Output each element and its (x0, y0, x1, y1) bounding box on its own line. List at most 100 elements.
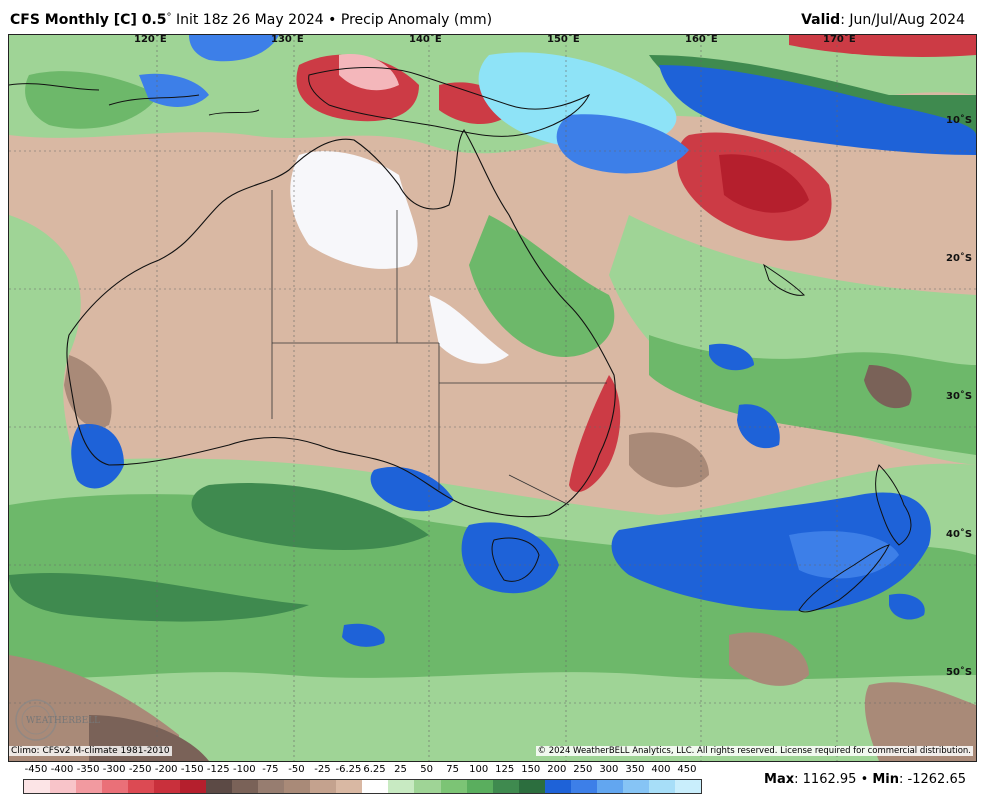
colorbar-swatch (362, 780, 389, 793)
colorbar-swatch (206, 780, 233, 793)
green-field-west (9, 215, 81, 505)
colorbar-swatch (50, 780, 77, 793)
colorbar-swatch (128, 780, 155, 793)
graticule (9, 35, 976, 761)
colorbar-tick-labels: -450 -400 -350 -300 -250 -200 -150 -125 -100 -75-… (23, 764, 700, 778)
state-borders (271, 190, 607, 506)
white-zone-qld (429, 295, 509, 364)
new-guinea-coastline (308, 67, 591, 137)
brown-patch-e (729, 632, 809, 686)
colorbar-swatch (180, 780, 207, 793)
latitude-label-20s: 20˚S (946, 253, 973, 264)
max-min-stats: Max: 1162.95 • Min: -1262.65 (764, 772, 966, 787)
longitude-label-140e: 140˚E (409, 34, 442, 45)
colorbar-swatch (518, 780, 545, 793)
colorbar-tick-label: -400 (50, 764, 74, 775)
colorbar-tick-label: -200 (154, 764, 178, 775)
longitude-label-120e: 120˚E (134, 34, 167, 45)
colorbar-tick-label: 350 (625, 764, 645, 775)
new-caledonia-coastline (763, 263, 806, 296)
tasmania-coastline (491, 537, 540, 582)
blue-anomaly-south (342, 623, 385, 647)
brown-patch-wa (64, 355, 112, 428)
new-zealand-south-island (798, 544, 890, 613)
latitude-label-10s: 10˚S (946, 115, 973, 126)
colorbar-swatch (596, 780, 623, 793)
green-dark-band (9, 572, 309, 622)
colorbar-tick-label: 75 (446, 764, 459, 775)
colorbar-tick-label: 125 (495, 764, 515, 775)
degree-sign: ° (166, 12, 172, 23)
colorbar-tick-label: -300 (102, 764, 126, 775)
latitude-label-50s: 50˚S (946, 667, 973, 678)
green-patch-nw (25, 71, 160, 129)
valid-label: Valid (801, 12, 841, 28)
title-bullet: • (328, 12, 337, 28)
colorbar-tick-label: -25 (314, 764, 331, 775)
red-anomaly-nsw-coast (569, 375, 621, 493)
colorbar-tick-label: -125 (206, 764, 230, 775)
colorbar-tick-label: 400 (651, 764, 671, 775)
indonesia-islands (9, 83, 260, 116)
colorbar-swatch (284, 780, 311, 793)
blue-anomaly-indonesia (139, 73, 209, 107)
latitude-label-30s: 30˚S (946, 391, 973, 402)
blue-anomaly-pacific-north (659, 65, 976, 155)
min-value: : -1262.65 (899, 772, 966, 787)
colorbar-tick-label: -75 (262, 764, 279, 775)
blue-anomaly-tasmania (461, 522, 559, 594)
green-patch-qld (469, 215, 615, 357)
colorbar-tick-label: -250 (128, 764, 152, 775)
colorbar-swatch (232, 780, 259, 793)
colorbar-tick-label: 200 (547, 764, 567, 775)
colorbar-tick-label: -50 (288, 764, 305, 775)
colorbar-tick-label: 100 (469, 764, 489, 775)
colorbar-tick-label: -100 (232, 764, 256, 775)
colorbar-tick-label: 6.25 (363, 764, 386, 775)
colorbar-tick-label: -350 (76, 764, 100, 775)
colorbar-tick-label: 50 (420, 764, 433, 775)
colorbar-swatch (76, 780, 103, 793)
blue-anomaly-tasman-light (789, 531, 899, 579)
stats-bullet: • (860, 772, 869, 787)
colorbar-swatch (154, 780, 181, 793)
init-time: Init 18z 26 May 2024 (175, 12, 324, 28)
green-dark-south (191, 483, 429, 550)
brown-patch-se (864, 365, 912, 409)
colorbar-tick-label: 450 (677, 764, 697, 775)
colorbar-swatch (440, 780, 467, 793)
colorbar-swatch (648, 780, 675, 793)
max-value: : 1162.95 (794, 772, 857, 787)
climo-note: Climo: CFSv2 M-climate 1981-2010 (9, 746, 172, 756)
brown-patch-se-sea (864, 682, 976, 761)
blue-anomaly-nw (189, 35, 279, 62)
colorbar-tick-label: 25 (394, 764, 407, 775)
valid-value: : Jun/Jul/Aug 2024 (840, 12, 965, 28)
colorbar-swatch (24, 780, 51, 793)
map-canvas (9, 35, 976, 761)
red-anomaly-png-light (339, 54, 399, 91)
valid-period: Valid: Jun/Jul/Aug 2024 (801, 12, 965, 28)
blue-anomaly-east-2 (737, 404, 780, 449)
red-anomaly-coral-sea-core (719, 154, 809, 213)
blue-anomaly-east-3 (889, 593, 925, 620)
field-name: Precip Anomaly (mm) (340, 12, 493, 28)
logo-text: WEATHERBELL (26, 716, 100, 726)
longitude-label-130e: 130˚E (271, 34, 304, 45)
colorbar-tick-label: 150 (521, 764, 541, 775)
chart-title: CFS Monthly [C] 0.5° Init 18z 26 May 202… (10, 12, 492, 28)
max-label: Max (764, 772, 795, 787)
model-name: CFS Monthly [C] 0.5 (10, 12, 167, 28)
blue-anomaly-solomon (556, 114, 689, 174)
colorbar-swatch (102, 780, 129, 793)
colorbar-swatch (414, 780, 441, 793)
longitude-label-150e: 150˚E (547, 34, 580, 45)
blue-anomaly-tasman (611, 492, 931, 611)
colorbar-tick-label: -450 (24, 764, 48, 775)
blue-anomaly-sa-bight (370, 466, 454, 512)
colorbar-swatch (466, 780, 493, 793)
colorbar (23, 779, 702, 794)
colorbar-tick-label: -6.25 (335, 764, 362, 775)
precip-anomaly-map: 120˚E 130˚E 140˚E 150˚E 160˚E 170˚E 10˚S… (8, 34, 977, 762)
australia-coastline (66, 128, 616, 518)
